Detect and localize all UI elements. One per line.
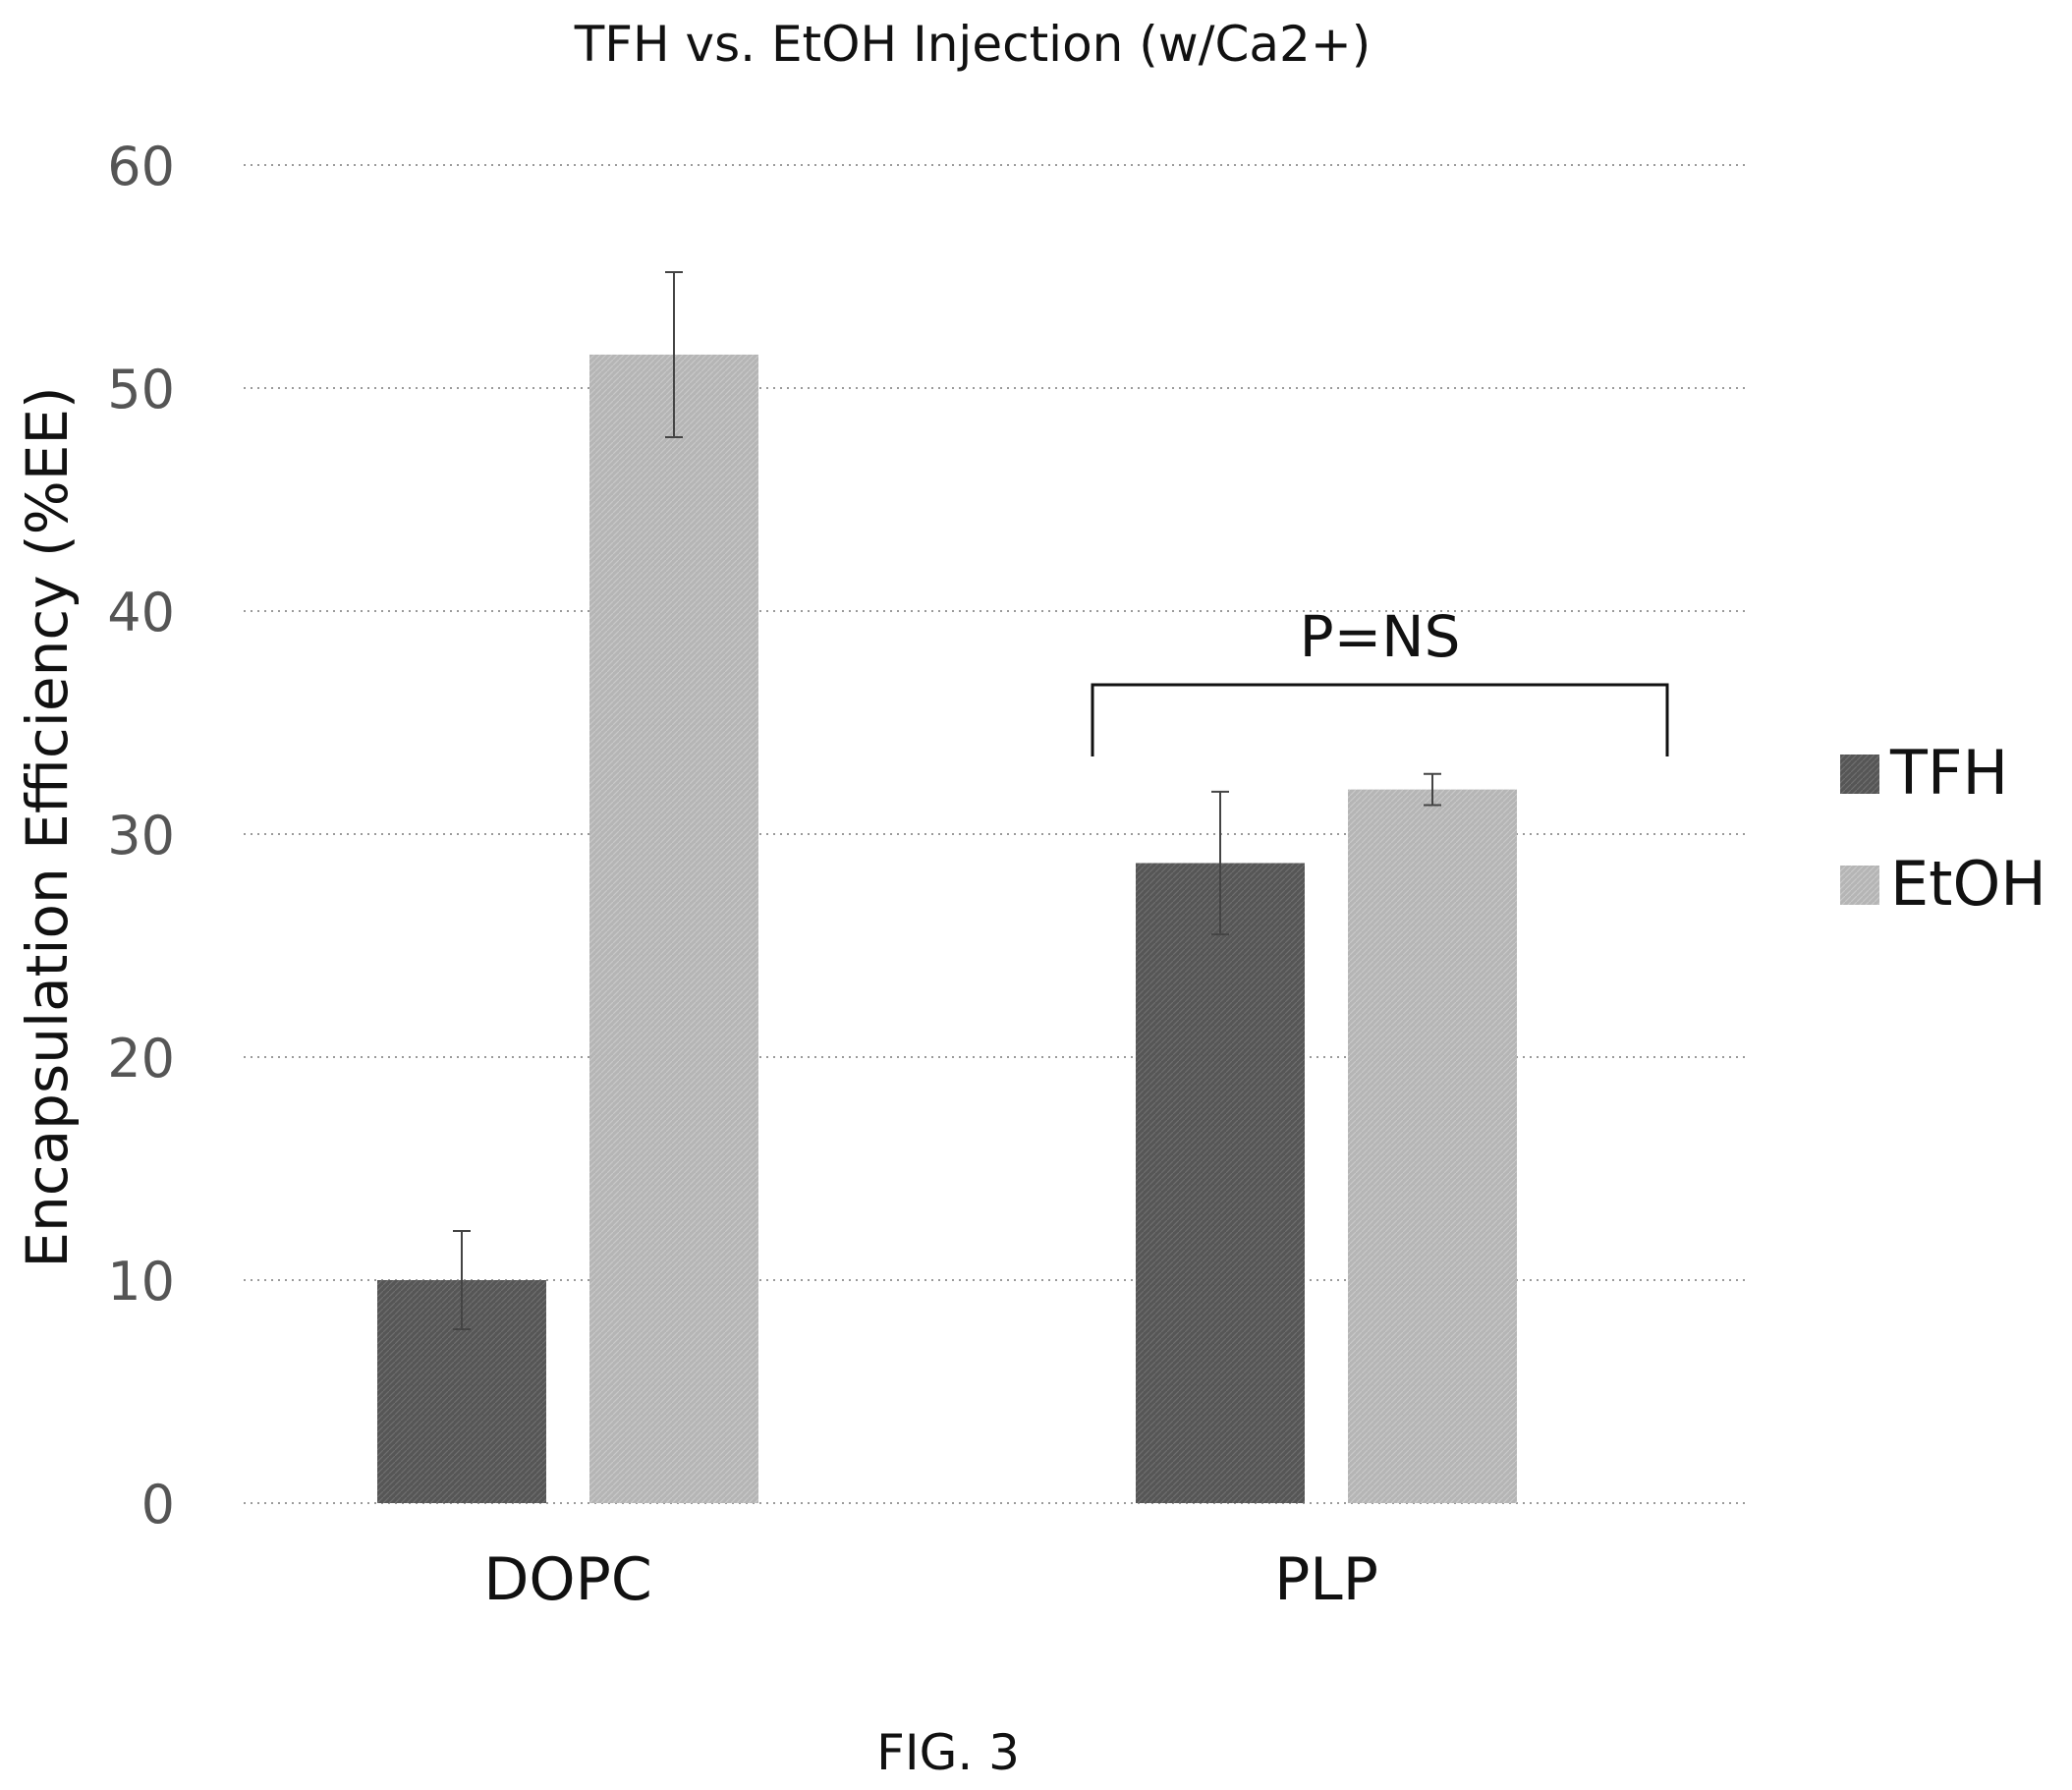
y-tick-label: 10: [107, 1251, 175, 1313]
x-tick-label: PLP: [1274, 1545, 1378, 1614]
significance-bracket: [1091, 683, 1669, 756]
legend-label-tfh: TFH: [1889, 737, 2008, 809]
bar-tfh-plp: [1136, 863, 1305, 1503]
chart-title: TFH vs. EtOH Injection (w/Ca2+): [574, 16, 1372, 73]
significance-label: P=NS: [1300, 603, 1461, 670]
legend-label-etoh: EtOH: [1890, 848, 2046, 920]
legend-swatch-tfh: [1840, 755, 1879, 794]
legend-swatch-etoh: [1840, 866, 1879, 905]
y-axis-label: Encapsulation Efficiency (%EE): [14, 386, 81, 1267]
y-tick-label: 20: [107, 1028, 175, 1090]
y-tick-label: 40: [107, 582, 175, 643]
y-tick-label: 50: [107, 359, 175, 420]
y-tick-label: 30: [107, 805, 175, 867]
figure-caption: FIG. 3: [876, 1724, 1020, 1781]
x-tick-label: DOPC: [483, 1545, 652, 1614]
y-tick-label: 60: [107, 136, 175, 197]
bar-etoh-dopc: [589, 354, 758, 1504]
y-tick-label: 0: [141, 1474, 175, 1536]
bar-etoh-plp: [1348, 789, 1517, 1503]
